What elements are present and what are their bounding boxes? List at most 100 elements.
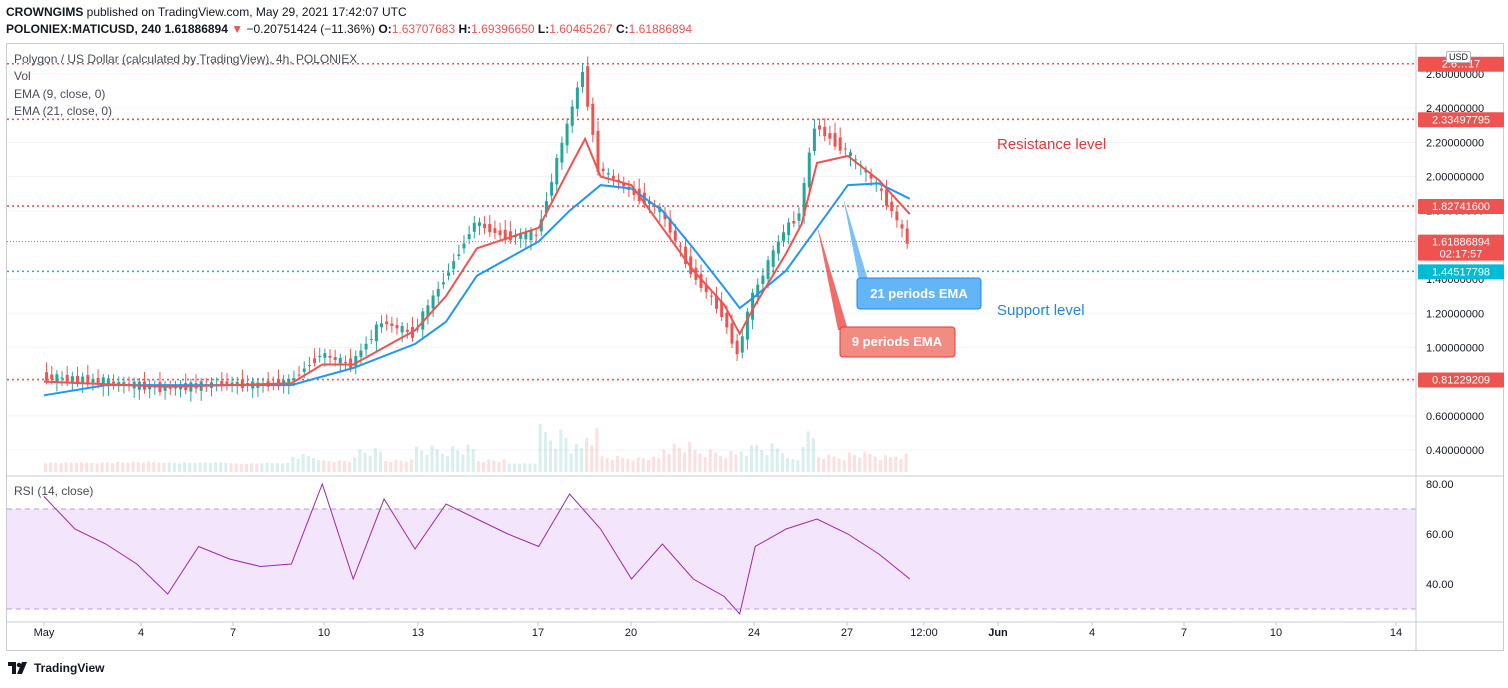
rsi-tick-label: 40.00 [1426,579,1454,591]
candle-body [570,106,574,126]
volume-bar [193,463,197,472]
candle-body [596,130,600,172]
resistance-annotation: Resistance level [997,136,1106,153]
candle-body [354,355,358,367]
volume-bar [832,456,836,472]
ema21-callout-box [856,277,982,310]
price-tag-text: 0.81229209 [1432,375,1490,387]
volume-bar [281,463,285,472]
countdown-text: 02:17:57 [1440,249,1483,261]
candle-body [720,301,724,318]
volume-bar [775,448,779,472]
candle-body [555,158,559,185]
candle-body [328,355,332,358]
rsi-tick-label: 80.00 [1426,479,1454,491]
volume-bar [883,455,887,472]
candle-body [818,125,822,130]
candle-body [586,66,590,107]
rsi-tick-label: 60.00 [1426,529,1454,541]
candle-body [895,211,899,221]
candle-body [106,378,110,387]
volume-bar [188,462,192,472]
volume-bar [899,458,903,472]
candle-body [240,379,244,388]
candle-body [622,183,626,187]
candle-body [900,224,904,229]
tradingview-icon [8,662,27,674]
volume-bar [219,462,223,472]
candle-body [452,261,456,269]
candle-body [472,222,476,232]
volume-bar [543,432,547,472]
candle-body [225,381,229,386]
candle-body [292,378,296,381]
volume-bar [80,462,84,472]
volume-bar [167,462,171,472]
volume-bar [296,458,300,472]
candle-body [287,378,291,386]
volume-bar [399,460,403,472]
volume-bar [110,463,114,472]
x-tick-label: 14 [1390,627,1402,639]
x-tick-label: May [34,627,55,639]
price-tag [1418,264,1504,280]
x-tick-label: 4 [138,627,144,639]
candle-body [756,284,760,298]
volume-bar [404,461,408,472]
volume-bar [894,456,898,472]
candle-body [70,376,74,383]
volume-bar [559,429,563,472]
volume-bar [765,454,769,472]
candle-body [668,218,672,233]
candle-body [302,368,306,372]
low-value: 1.60465267 [549,22,613,36]
volume-bar [105,462,109,472]
candle-body [498,230,502,236]
price-tag [1418,372,1504,388]
volume-bar [677,448,681,472]
volume-bar [786,457,790,472]
x-tick-label: 20 [625,627,637,639]
candle-body [374,324,378,342]
legend-ema9: EMA (9, close, 0) [14,87,106,101]
volume-bar [605,458,609,472]
volume-bar [734,454,738,472]
volume-bar [250,463,254,472]
volume-bar [270,463,274,472]
x-tick-label: 13 [412,627,424,639]
candle-body [493,228,497,233]
volume-bar [868,454,872,472]
volume-bar [203,462,207,472]
candle-body [581,71,585,88]
x-tick-label: 7 [230,627,236,639]
ema21-callout-text: 21 periods EMA [870,286,968,301]
volume-bar [100,462,104,472]
x-tick-label: 7 [1181,627,1187,639]
candle-body [807,152,811,188]
volume-bar [425,454,429,472]
volume-bar [750,445,754,472]
candle-body [678,245,682,247]
tradingview-logo[interactable]: TradingView [8,661,104,675]
candle-body [117,382,121,385]
volume-bar [770,443,774,472]
price-tick-label: 2.20000000 [1426,137,1484,149]
price-tag [1418,234,1504,261]
volume-bar [579,448,583,472]
price-tick-label: 0.40000000 [1426,445,1484,457]
ema21-callout-pointer [843,197,868,280]
last-price: 1.61886894 [164,22,228,36]
volume-bar [688,442,692,472]
x-tick-label: Jun [988,627,1008,639]
volume-bar [74,463,78,472]
volume-bar [373,448,377,472]
volume-bar [337,460,341,472]
candle-body [168,387,172,389]
currency-badge[interactable]: USD [1446,51,1472,63]
volume-bar [595,428,599,472]
volume-bar [858,457,862,472]
volume-bar [590,445,594,472]
volume-bar [85,462,89,472]
x-tick-label: 10 [1270,627,1282,639]
